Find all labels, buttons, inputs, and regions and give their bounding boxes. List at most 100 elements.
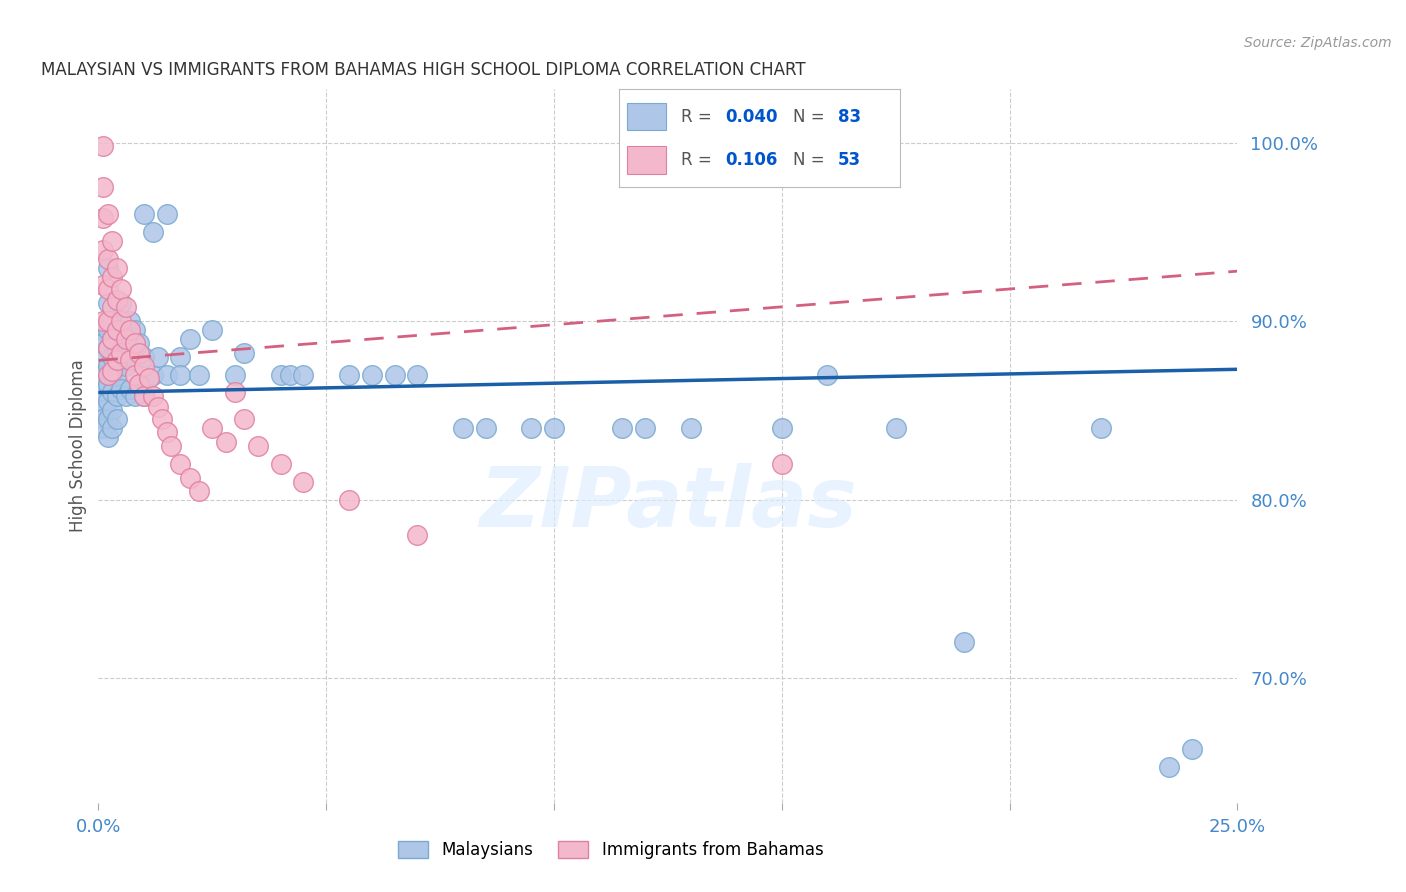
Point — [132, 359, 155, 373]
Point — [128, 376, 150, 391]
Point — [101, 300, 124, 314]
Point — [156, 368, 179, 382]
Point — [142, 225, 165, 239]
Point — [120, 314, 142, 328]
Point — [150, 412, 173, 426]
Point — [292, 368, 315, 382]
Point — [96, 282, 118, 296]
Point — [201, 323, 224, 337]
Point — [105, 389, 128, 403]
Point — [142, 368, 165, 382]
Point — [634, 421, 657, 435]
Point — [128, 376, 150, 391]
FancyBboxPatch shape — [627, 146, 666, 174]
Point — [101, 332, 124, 346]
Point — [169, 368, 191, 382]
Text: 0.040: 0.040 — [725, 108, 778, 126]
Y-axis label: High School Diploma: High School Diploma — [69, 359, 87, 533]
Text: ZIPatlas: ZIPatlas — [479, 463, 856, 543]
Point — [91, 394, 114, 409]
Point — [292, 475, 315, 489]
Point — [101, 421, 124, 435]
Point — [101, 269, 124, 284]
Point — [246, 439, 269, 453]
Point — [110, 282, 132, 296]
Point — [96, 341, 118, 355]
Point — [120, 382, 142, 396]
Point — [120, 346, 142, 360]
Point — [91, 385, 114, 400]
Point — [146, 350, 169, 364]
Point — [120, 323, 142, 337]
Point — [96, 359, 118, 373]
Point — [406, 528, 429, 542]
Point — [105, 353, 128, 368]
Point — [101, 364, 124, 378]
Point — [474, 421, 496, 435]
Point — [91, 139, 114, 153]
Point — [91, 314, 114, 328]
Point — [96, 252, 118, 266]
Point — [233, 346, 256, 360]
Point — [91, 353, 114, 368]
Text: 0.106: 0.106 — [725, 151, 778, 169]
Point — [114, 300, 136, 314]
Point — [278, 368, 301, 382]
Point — [132, 207, 155, 221]
Point — [142, 389, 165, 403]
Point — [101, 403, 124, 417]
Point — [101, 314, 124, 328]
Point — [96, 314, 118, 328]
Point — [96, 260, 118, 275]
Point — [124, 368, 146, 382]
Point — [128, 346, 150, 360]
Point — [406, 368, 429, 382]
Point — [105, 412, 128, 426]
Point — [884, 421, 907, 435]
Point — [160, 439, 183, 453]
Text: R =: R = — [681, 108, 717, 126]
Point — [224, 368, 246, 382]
Point — [105, 346, 128, 360]
Point — [105, 293, 128, 307]
Point — [270, 368, 292, 382]
Text: Source: ZipAtlas.com: Source: ZipAtlas.com — [1244, 36, 1392, 50]
Point — [1181, 742, 1204, 756]
Point — [124, 353, 146, 368]
Point — [96, 368, 118, 382]
Legend: Malaysians, Immigrants from Bahamas: Malaysians, Immigrants from Bahamas — [392, 834, 830, 866]
Point — [124, 323, 146, 337]
Point — [384, 368, 406, 382]
Point — [110, 314, 132, 328]
Point — [91, 211, 114, 225]
Point — [110, 382, 132, 396]
Point — [91, 243, 114, 257]
Point — [1090, 421, 1112, 435]
Point — [96, 296, 118, 310]
Text: R =: R = — [681, 151, 717, 169]
Point — [114, 389, 136, 403]
Point — [138, 371, 160, 385]
Point — [179, 332, 201, 346]
Point — [96, 376, 118, 391]
Point — [132, 389, 155, 403]
Point — [146, 400, 169, 414]
Point — [91, 278, 114, 293]
Point — [132, 389, 155, 403]
Text: N =: N = — [793, 108, 830, 126]
Text: MALAYSIAN VS IMMIGRANTS FROM BAHAMAS HIGH SCHOOL DIPLOMA CORRELATION CHART: MALAYSIAN VS IMMIGRANTS FROM BAHAMAS HIG… — [42, 62, 806, 79]
Point — [543, 421, 565, 435]
FancyBboxPatch shape — [627, 103, 666, 130]
Point — [101, 368, 124, 382]
Point — [110, 353, 132, 368]
Point — [114, 359, 136, 373]
Point — [101, 385, 124, 400]
Point — [201, 421, 224, 435]
Point — [105, 260, 128, 275]
Point — [224, 385, 246, 400]
Point — [360, 368, 382, 382]
Point — [132, 350, 155, 364]
Point — [169, 457, 191, 471]
Point — [96, 412, 118, 426]
Point — [114, 332, 136, 346]
